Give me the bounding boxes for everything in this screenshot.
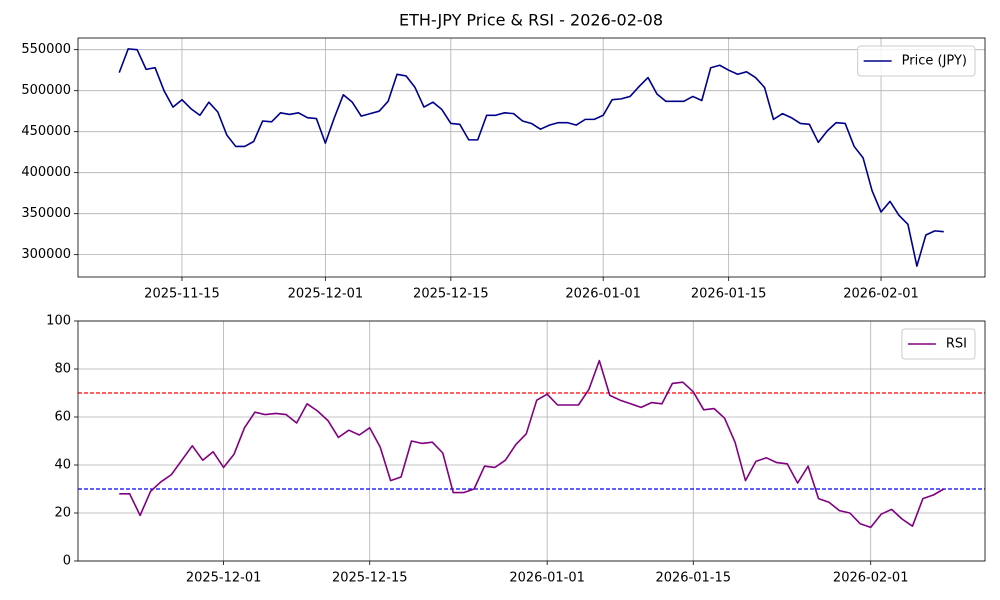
y-tick-label: 550000 bbox=[21, 42, 71, 57]
y-tick-label: 0 bbox=[63, 554, 71, 569]
x-tick-label: 2025-11-15 bbox=[144, 287, 220, 302]
axes-frame bbox=[77, 320, 986, 562]
legend: Price (JPY) bbox=[857, 45, 976, 77]
x-tick-label: 2026-02-01 bbox=[833, 571, 909, 586]
series-line bbox=[119, 359, 945, 529]
y-tick-label: 60 bbox=[54, 410, 71, 425]
y-tick-label: 80 bbox=[54, 362, 71, 377]
y-tick-label: 300000 bbox=[21, 247, 71, 262]
y-tick-label: 100 bbox=[46, 314, 71, 329]
x-tick-label: 2026-01-15 bbox=[655, 571, 731, 586]
x-tick-label: 2026-01-01 bbox=[509, 571, 585, 586]
x-tick-label: 2025-12-15 bbox=[332, 571, 408, 586]
x-tick-label: 2025-12-15 bbox=[413, 287, 489, 302]
figure-title: ETH-JPY Price & RSI - 2026-02-08 bbox=[399, 11, 663, 30]
y-tick-label: 350000 bbox=[21, 206, 71, 221]
legend: RSI bbox=[901, 328, 976, 360]
series-line bbox=[118, 48, 944, 267]
legend-box bbox=[857, 45, 976, 77]
x-tick-label: 2026-01-01 bbox=[565, 287, 641, 302]
y-tick-label: 450000 bbox=[21, 124, 71, 139]
y-tick-label: 20 bbox=[54, 506, 71, 521]
subplot: 2025-11-15 2025-12-01 2025-12-15 2026-01-01… bbox=[21, 37, 986, 302]
legend-label: RSI bbox=[946, 337, 967, 352]
y-tick-label: 500000 bbox=[21, 83, 71, 98]
axes-frame bbox=[77, 37, 986, 278]
x-tick-label: 2026-01-15 bbox=[691, 287, 767, 302]
legend-box bbox=[901, 328, 976, 360]
y-tick-label: 400000 bbox=[21, 165, 71, 180]
x-tick-label: 2025-12-01 bbox=[186, 571, 262, 586]
x-tick-label: 2025-12-01 bbox=[288, 287, 364, 302]
subplot: 2025-12-01 2025-12-15 2026-01-01 2026-01-15… bbox=[46, 314, 986, 586]
y-tick-label: 40 bbox=[54, 458, 71, 473]
x-tick-label: 2026-02-01 bbox=[843, 287, 919, 302]
legend-label: Price (JPY) bbox=[902, 54, 967, 69]
